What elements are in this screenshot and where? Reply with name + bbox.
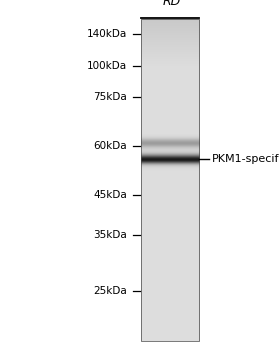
Text: 100kDa: 100kDa: [87, 61, 127, 71]
Text: 75kDa: 75kDa: [93, 92, 127, 102]
Text: 25kDa: 25kDa: [93, 286, 127, 295]
Text: 35kDa: 35kDa: [93, 230, 127, 240]
Text: PKM1-specific: PKM1-specific: [212, 154, 279, 164]
Text: 140kDa: 140kDa: [87, 29, 127, 39]
Text: 45kDa: 45kDa: [93, 190, 127, 200]
Text: RD: RD: [162, 0, 181, 8]
Bar: [141, 19, 199, 341]
Text: 60kDa: 60kDa: [93, 141, 127, 151]
